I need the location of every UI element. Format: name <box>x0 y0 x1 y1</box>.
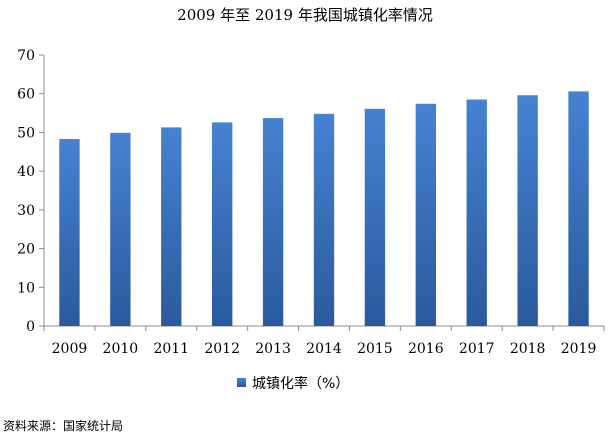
y-tick-label: 30 <box>17 203 35 219</box>
bars <box>59 91 589 327</box>
x-tick-label: 2012 <box>204 341 240 357</box>
y-axis: 0 10 20 30 40 50 60 70 <box>17 48 45 335</box>
chart-title: 2009 年至 2019 年我国城镇化率情况 <box>177 6 433 24</box>
y-tick-label: 70 <box>17 48 35 64</box>
source-note: 资料来源：国家统计局 <box>3 418 123 433</box>
y-tick-label: 10 <box>17 280 35 296</box>
x-tick-label: 2016 <box>408 341 444 357</box>
x-tick-label: 2011 <box>153 341 189 357</box>
x-tick-label: 2013 <box>255 341 291 357</box>
legend-label: 城镇化率（%） <box>252 375 349 392</box>
y-tick-label: 20 <box>17 242 35 258</box>
bar-2015 <box>364 108 386 326</box>
bar-2010 <box>110 132 131 326</box>
bar-2012 <box>212 122 233 326</box>
x-tick-label: 2019 <box>561 341 597 357</box>
x-tick-label: 2014 <box>306 341 342 357</box>
bar-2016 <box>415 103 436 326</box>
x-tick-label: 2010 <box>103 341 139 357</box>
y-tick-label: 60 <box>17 87 35 103</box>
bar-2014 <box>313 113 335 327</box>
bar-2017 <box>466 99 487 327</box>
x-axis: 2009 2010 2011 2012 2013 2014 2015 2016 2017 2018… <box>43 325 605 357</box>
bar-2019 <box>568 91 589 327</box>
bar-2018 <box>517 95 538 327</box>
legend: 城镇化率（%） <box>237 375 349 392</box>
y-tick-label: 50 <box>17 125 35 141</box>
bar-2013 <box>262 118 284 327</box>
x-tick-label: 2017 <box>459 341 495 357</box>
y-tick-label: 40 <box>17 164 35 180</box>
x-tick-label: 2018 <box>510 341 546 357</box>
y-tick-label: 0 <box>26 319 35 335</box>
legend-swatch <box>237 378 246 387</box>
bar-2011 <box>161 127 182 326</box>
x-tick-label: 2009 <box>52 341 88 357</box>
bar-2009 <box>59 139 80 326</box>
x-tick-label: 2015 <box>357 341 393 357</box>
